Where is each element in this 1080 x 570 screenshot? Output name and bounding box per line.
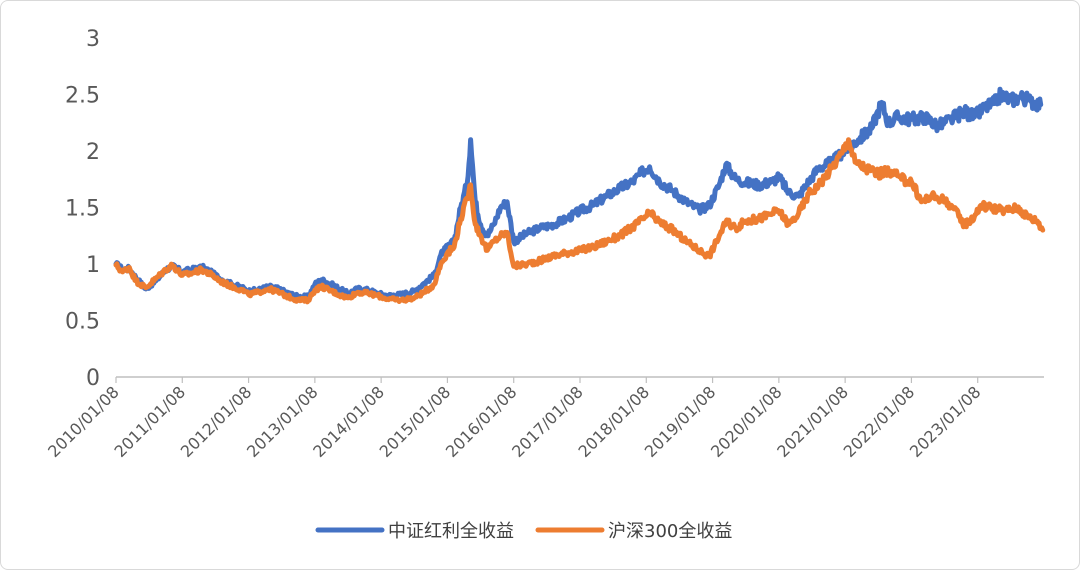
x-axis-ticks xyxy=(115,377,979,383)
series-layer xyxy=(113,86,1046,305)
y-tick-label: 1 xyxy=(86,253,100,278)
legend-label-2: 沪深300全收益 xyxy=(608,521,732,542)
x-axis-labels: 2010/01/082011/01/082012/01/082013/01/08… xyxy=(44,382,984,461)
y-tick-label: 2 xyxy=(86,140,100,165)
y-tick-label: 0 xyxy=(86,366,100,391)
y-tick-label: 3 xyxy=(86,27,100,52)
y-tick-label: 1.5 xyxy=(65,197,100,222)
y-tick-label: 2.5 xyxy=(65,84,100,109)
legend: 中证红利全收益 沪深300全收益 xyxy=(315,521,732,542)
legend-label-1: 中证红利全收益 xyxy=(388,521,514,542)
series-line-1 xyxy=(113,86,1044,301)
x-tick-label: 2023/01/08 xyxy=(906,382,985,461)
y-axis-labels: 0 0.5 1 1.5 2 2.5 3 xyxy=(65,27,100,391)
series-line-2 xyxy=(113,137,1046,305)
y-tick-label: 0.5 xyxy=(65,310,100,335)
